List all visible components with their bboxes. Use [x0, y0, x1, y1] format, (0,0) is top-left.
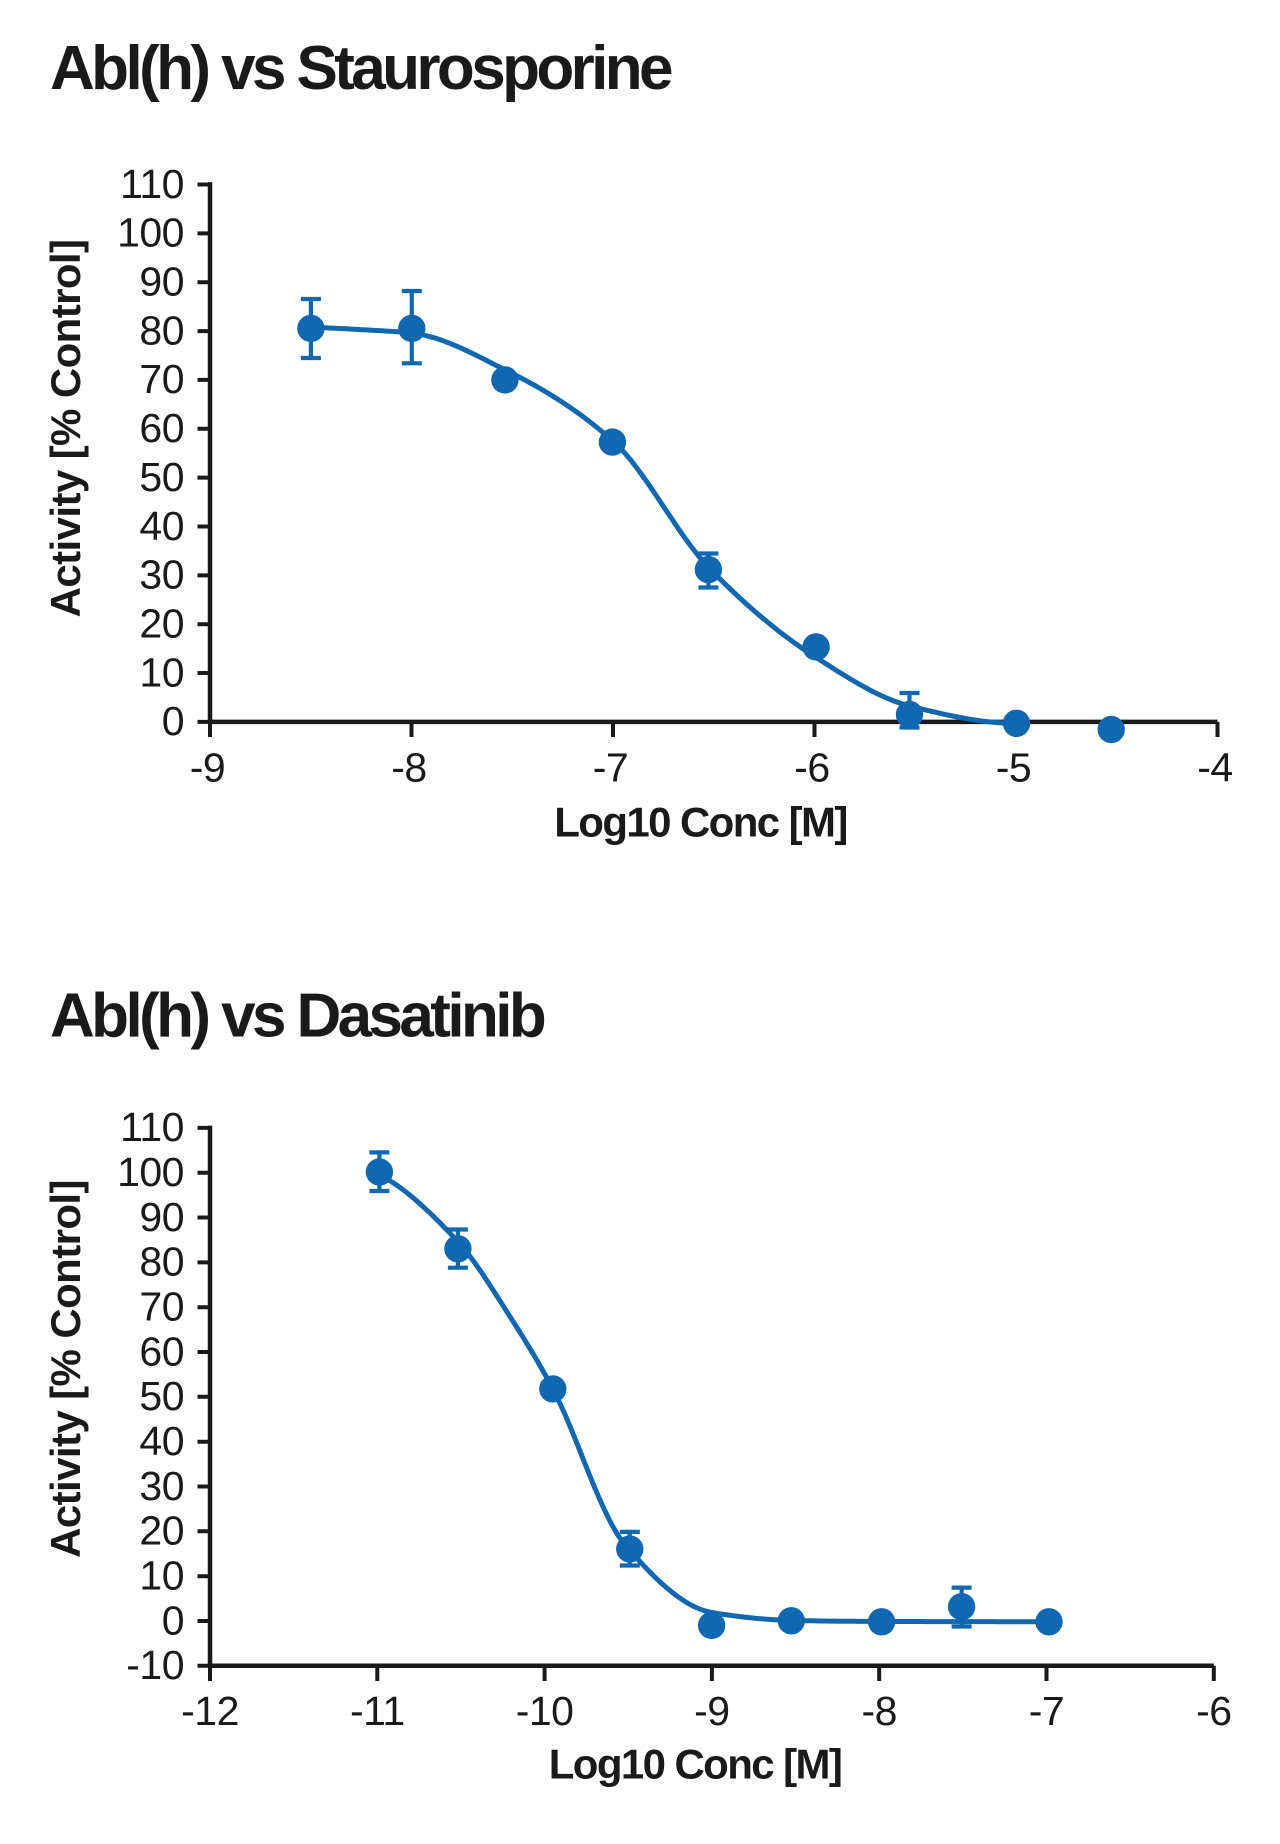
- svg-text:40: 40: [139, 1418, 184, 1464]
- svg-text:-5: -5: [996, 744, 1031, 790]
- svg-text:50: 50: [139, 454, 184, 500]
- svg-text:-10: -10: [126, 1642, 184, 1688]
- svg-text:40: 40: [139, 503, 184, 549]
- svg-text:60: 60: [139, 405, 184, 451]
- svg-text:80: 80: [139, 1239, 184, 1285]
- svg-text:Log10 Conc [M]: Log10 Conc [M]: [549, 1740, 842, 1787]
- svg-text:-8: -8: [391, 744, 426, 790]
- svg-text:30: 30: [139, 1463, 184, 1509]
- svg-text:Activity [% Control]: Activity [% Control]: [42, 240, 89, 618]
- svg-text:-12: -12: [181, 1688, 239, 1734]
- svg-text:90: 90: [139, 259, 184, 305]
- svg-text:-9: -9: [694, 1688, 729, 1734]
- svg-text:90: 90: [139, 1194, 184, 1240]
- svg-text:0: 0: [162, 1597, 184, 1643]
- svg-text:10: 10: [139, 649, 184, 695]
- svg-text:80: 80: [139, 307, 184, 353]
- svg-text:-8: -8: [861, 1688, 896, 1734]
- svg-text:50: 50: [139, 1373, 184, 1419]
- svg-text:100: 100: [117, 210, 184, 256]
- svg-text:0: 0: [162, 698, 184, 744]
- svg-text:-10: -10: [516, 1688, 574, 1734]
- svg-text:-4: -4: [1197, 744, 1232, 790]
- svg-text:20: 20: [139, 1508, 184, 1554]
- svg-text:-6: -6: [794, 744, 829, 790]
- svg-text:10: 10: [139, 1553, 184, 1599]
- svg-text:Log10 Conc [M]: Log10 Conc [M]: [554, 799, 847, 846]
- svg-text:Abl(h) vs Dasatinib: Abl(h) vs Dasatinib: [50, 981, 545, 1050]
- svg-text:30: 30: [139, 552, 184, 598]
- svg-text:70: 70: [139, 356, 184, 402]
- svg-text:100: 100: [117, 1149, 184, 1195]
- svg-text:110: 110: [120, 161, 184, 207]
- svg-text:110: 110: [120, 1104, 184, 1150]
- svg-text:Activity [% Control]: Activity [% Control]: [42, 1180, 89, 1558]
- svg-text:-9: -9: [190, 744, 225, 790]
- svg-text:-11: -11: [350, 1688, 405, 1734]
- svg-text:-7: -7: [1029, 1688, 1064, 1734]
- svg-text:70: 70: [139, 1284, 184, 1330]
- svg-text:-7: -7: [593, 744, 628, 790]
- svg-text:20: 20: [139, 601, 184, 647]
- svg-text:Abl(h) vs Staurosporine: Abl(h) vs Staurosporine: [50, 34, 672, 103]
- svg-text:-6: -6: [1196, 1688, 1231, 1734]
- svg-text:60: 60: [139, 1328, 184, 1374]
